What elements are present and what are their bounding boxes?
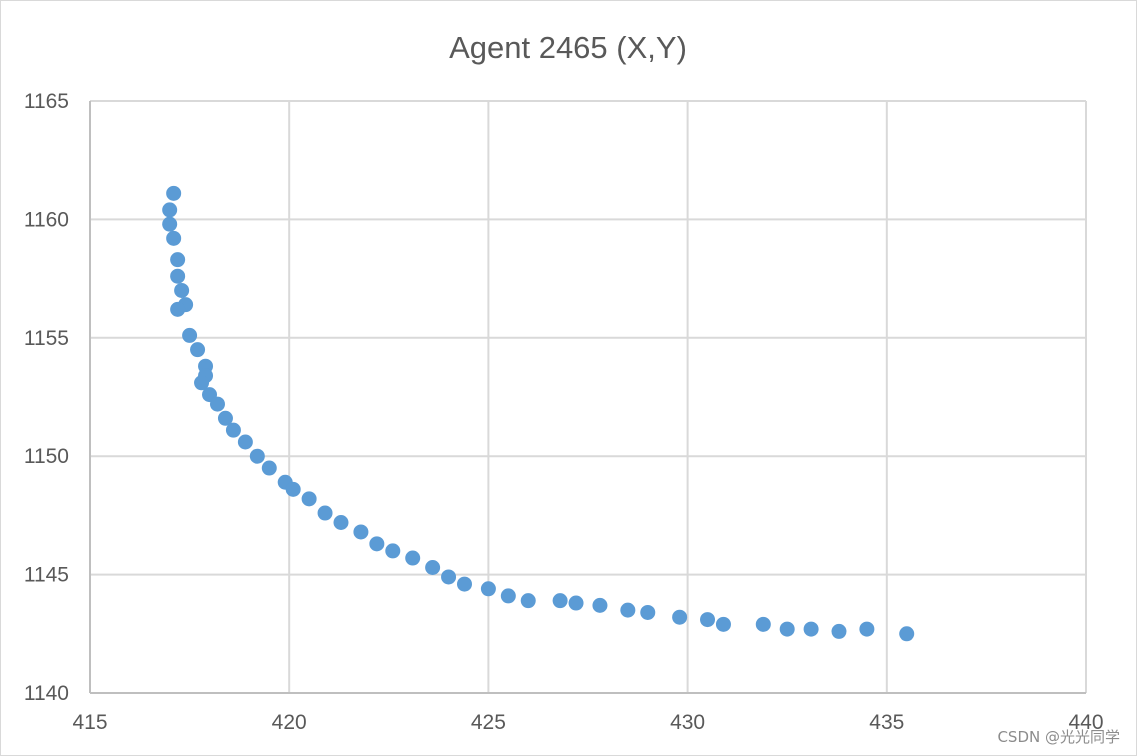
x-tick-label: 415 <box>72 711 107 734</box>
grid <box>90 100 1087 693</box>
data-point <box>301 491 317 507</box>
y-tick-label: 1165 <box>24 90 69 113</box>
chart-title: Agent 2465 (X,Y) <box>449 30 687 65</box>
data-point <box>831 623 847 639</box>
data-point <box>317 505 333 521</box>
data-point <box>620 602 636 618</box>
data-point <box>859 621 875 637</box>
data-point <box>456 576 472 592</box>
data-point <box>217 410 233 426</box>
data-point <box>166 230 182 246</box>
data-point <box>803 621 819 637</box>
x-tick-label: 420 <box>272 711 307 734</box>
data-point <box>755 616 771 632</box>
x-tick-label: 440 <box>1068 711 1103 734</box>
data-point <box>333 515 349 531</box>
x-tick-label: 425 <box>471 711 506 734</box>
data-point <box>166 185 182 201</box>
data-point <box>700 612 716 628</box>
data-point <box>779 621 795 637</box>
data-point <box>170 252 186 268</box>
data-point <box>182 327 198 343</box>
data-point <box>500 588 516 604</box>
axes <box>89 101 1086 694</box>
y-tick-label: 1155 <box>24 327 69 350</box>
y-tick-label: 1145 <box>24 564 69 587</box>
data-point <box>170 268 186 284</box>
x-tick-label: 435 <box>869 711 904 734</box>
data-point <box>162 216 178 232</box>
data-point <box>285 481 301 497</box>
data-points <box>162 185 915 642</box>
data-point <box>162 202 178 218</box>
y-tick-label: 1160 <box>24 208 69 231</box>
watermark: CSDN @光光同学 <box>997 728 1120 746</box>
data-point <box>261 460 277 476</box>
data-point <box>899 626 915 642</box>
data-point <box>190 342 206 358</box>
data-point <box>672 609 688 625</box>
data-point <box>170 301 186 317</box>
data-point <box>237 434 253 450</box>
data-point <box>174 282 190 298</box>
y-tick-label: 1150 <box>24 445 69 468</box>
data-point <box>194 375 210 391</box>
data-point <box>640 604 656 620</box>
data-point <box>425 559 441 575</box>
y-tick-label: 1140 <box>24 682 69 705</box>
tick-labels: 1140 1145 1150 1155 1160 1165 415 420 425 430 435 4… <box>24 90 1104 734</box>
data-point <box>592 597 608 613</box>
data-point <box>405 550 421 566</box>
data-point <box>441 569 457 585</box>
data-point <box>552 593 568 609</box>
data-point <box>385 543 401 559</box>
data-point <box>369 536 385 552</box>
data-point <box>715 616 731 632</box>
data-point <box>209 396 225 412</box>
data-point <box>520 593 536 609</box>
data-point <box>568 595 584 611</box>
x-tick-label: 430 <box>670 711 705 734</box>
data-point <box>225 422 241 438</box>
data-point <box>480 581 496 597</box>
data-point <box>353 524 369 540</box>
data-point <box>249 448 265 464</box>
